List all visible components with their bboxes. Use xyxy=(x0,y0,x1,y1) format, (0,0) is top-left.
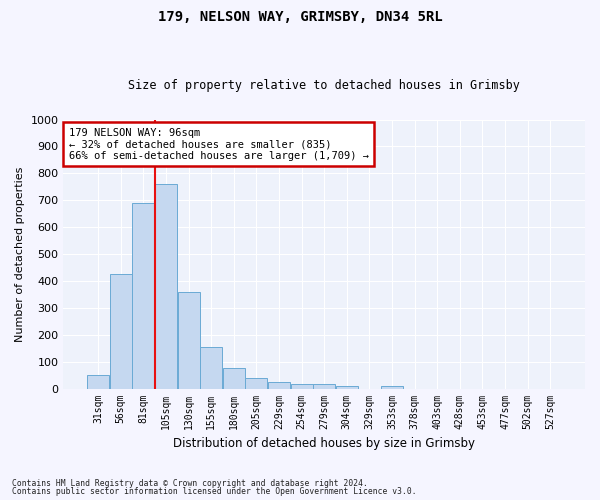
Bar xyxy=(313,384,335,388)
Bar xyxy=(200,347,222,389)
Bar xyxy=(268,382,290,388)
Bar xyxy=(290,384,313,388)
Title: Size of property relative to detached houses in Grimsby: Size of property relative to detached ho… xyxy=(128,79,520,92)
X-axis label: Distribution of detached houses by size in Grimsby: Distribution of detached houses by size … xyxy=(173,437,475,450)
Bar xyxy=(87,375,109,388)
Text: Contains HM Land Registry data © Crown copyright and database right 2024.: Contains HM Land Registry data © Crown c… xyxy=(12,478,368,488)
Bar xyxy=(381,386,403,388)
Text: 179 NELSON WAY: 96sqm
← 32% of detached houses are smaller (835)
66% of semi-det: 179 NELSON WAY: 96sqm ← 32% of detached … xyxy=(68,128,368,161)
Bar xyxy=(245,378,268,388)
Bar xyxy=(133,203,154,388)
Y-axis label: Number of detached properties: Number of detached properties xyxy=(15,166,25,342)
Bar xyxy=(336,386,358,388)
Bar xyxy=(110,274,131,388)
Bar xyxy=(223,368,245,388)
Bar xyxy=(155,184,177,388)
Text: Contains public sector information licensed under the Open Government Licence v3: Contains public sector information licen… xyxy=(12,487,416,496)
Bar xyxy=(178,292,200,388)
Text: 179, NELSON WAY, GRIMSBY, DN34 5RL: 179, NELSON WAY, GRIMSBY, DN34 5RL xyxy=(158,10,442,24)
